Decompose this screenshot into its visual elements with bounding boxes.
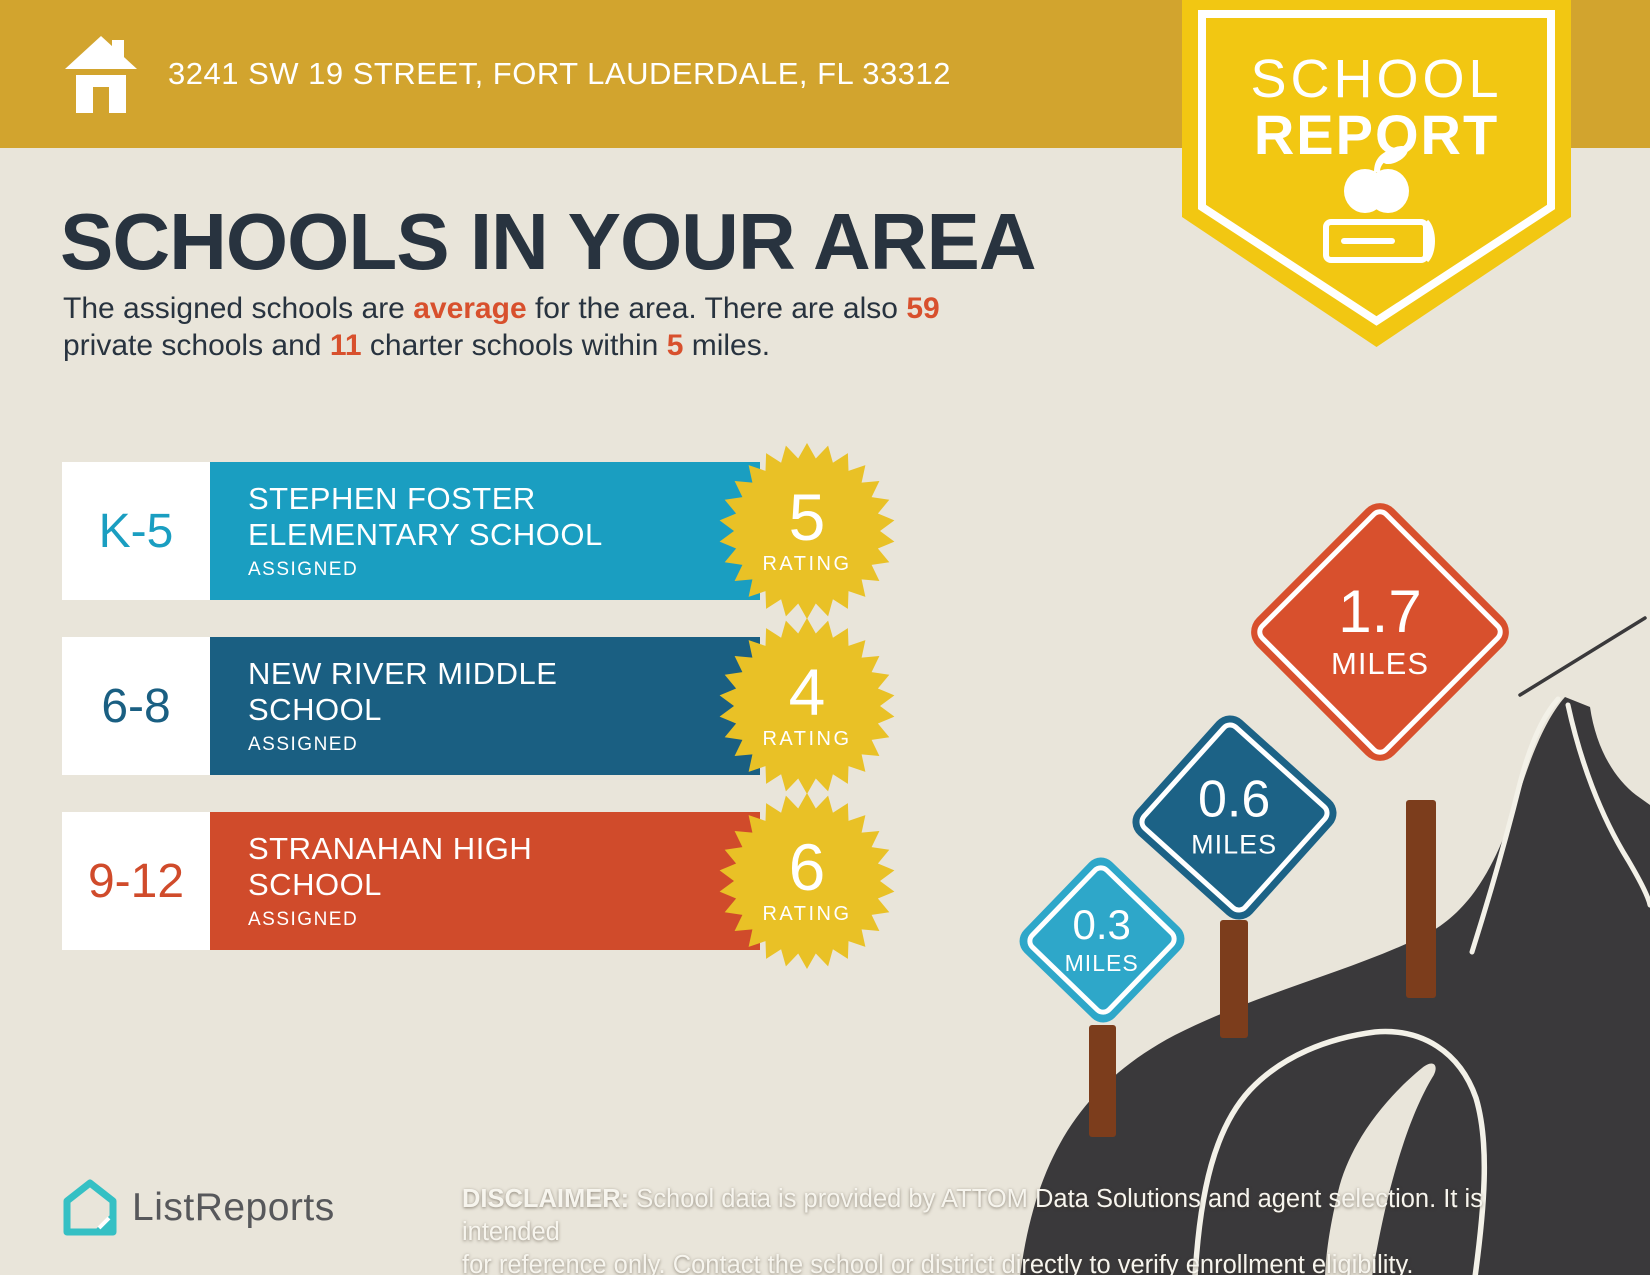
- grade-range: 6-8: [62, 637, 210, 775]
- page-title: SCHOOLS IN YOUR AREA: [60, 197, 1037, 286]
- disclaimer-label: DISCLAIMER:: [462, 1185, 630, 1213]
- subtitle-highlight: 5: [666, 329, 684, 362]
- sign-post: [1220, 920, 1248, 1038]
- apple-on-book-icon: [1323, 145, 1435, 263]
- sign-distance: 0.3: [1072, 900, 1132, 948]
- subtitle: The assigned schools are average for the…: [63, 290, 1163, 364]
- subtitle-highlight: 59: [906, 292, 940, 325]
- rating-starburst: 5 RATING: [717, 441, 897, 621]
- horizon-line: [1518, 616, 1647, 697]
- ribbon-title-line2: REPORT: [1253, 103, 1500, 166]
- rating-value: 5: [788, 479, 826, 554]
- subtitle-text: for the area. There are also: [526, 292, 907, 325]
- subtitle-highlight: 11: [329, 329, 362, 362]
- school-bar: STEPHEN FOSTER ELEMENTARY SCHOOL ASSIGNE…: [210, 462, 760, 600]
- rating-value: 4: [788, 654, 826, 729]
- rating-label: RATING: [762, 902, 852, 925]
- school-row-elementary: K-5 STEPHEN FOSTER ELEMENTARY SCHOOL ASS…: [62, 443, 895, 619]
- rating-label: RATING: [762, 727, 852, 750]
- road-surface: [1020, 697, 1650, 1275]
- subtitle-text: miles.: [683, 329, 771, 362]
- school-row-high: 9-12 STRANAHAN HIGH SCHOOL ASSIGNED 6 RA…: [62, 793, 895, 969]
- brand-name: ListReports: [132, 1186, 335, 1229]
- school-row-middle: 6-8 NEW RIVER MIDDLE SCHOOL ASSIGNED 4 R…: [62, 618, 895, 794]
- rating-value: 6: [788, 829, 826, 904]
- school-status: ASSIGNED: [248, 734, 359, 755]
- school-status: ASSIGNED: [248, 559, 359, 580]
- school-name: NEW RIVER MIDDLE SCHOOL: [248, 656, 558, 727]
- sign-unit: MILES: [1064, 949, 1140, 976]
- sign-distance: 0.6: [1198, 771, 1271, 829]
- rating-starburst: 6 RATING: [717, 791, 897, 971]
- ribbon-title-line1: SCHOOL: [1250, 49, 1503, 109]
- disclaimer: DISCLAIMER: School data is provided by A…: [462, 1183, 1542, 1275]
- school-bar: NEW RIVER MIDDLE SCHOOL ASSIGNED: [210, 637, 760, 775]
- subtitle-text: charter schools within: [361, 329, 667, 362]
- school-list: K-5 STEPHEN FOSTER ELEMENTARY SCHOOL ASS…: [62, 443, 962, 987]
- road-lane-line-main: [1192, 1028, 1488, 1275]
- rating-starburst: 4 RATING: [717, 616, 897, 796]
- home-icon: [65, 36, 137, 113]
- grade-range: K-5: [62, 462, 210, 600]
- ribbon-inner-border: [1198, 10, 1555, 326]
- rating-label: RATING: [762, 552, 852, 575]
- sign-post: [1406, 800, 1436, 998]
- school-status: ASSIGNED: [248, 909, 359, 930]
- listreports-logo: ListReports: [62, 1178, 335, 1238]
- road-lane-line-left: [1469, 696, 1561, 955]
- school-bar: STRANAHAN HIGH SCHOOL ASSIGNED: [210, 812, 760, 950]
- subtitle-highlight: average: [413, 292, 527, 325]
- subtitle-text: The assigned schools are: [63, 292, 414, 325]
- sign-distance: 1.7: [1338, 578, 1422, 645]
- sign-unit: MILES: [1330, 646, 1430, 681]
- sign-post: [1089, 1025, 1116, 1137]
- sign-unit: MILES: [1191, 830, 1278, 860]
- grade-range: 9-12: [62, 812, 210, 950]
- property-address: 3241 SW 19 STREET, FORT LAUDERDALE, FL 3…: [168, 56, 951, 91]
- listreports-house-icon: [63, 1179, 117, 1236]
- disclaimer-line1: School data is provided by ATTOM Data So…: [462, 1185, 1483, 1246]
- school-name: STEPHEN FOSTER ELEMENTARY SCHOOL: [248, 481, 603, 552]
- school-report-ribbon: SCHOOL REPORT: [1182, 0, 1571, 347]
- road-lane-line-right: [1565, 702, 1650, 908]
- school-name: STRANAHAN HIGH SCHOOL: [248, 831, 533, 902]
- subtitle-text: private schools and: [63, 329, 330, 362]
- disclaimer-line2: for reference only. Contact the school o…: [462, 1251, 1414, 1275]
